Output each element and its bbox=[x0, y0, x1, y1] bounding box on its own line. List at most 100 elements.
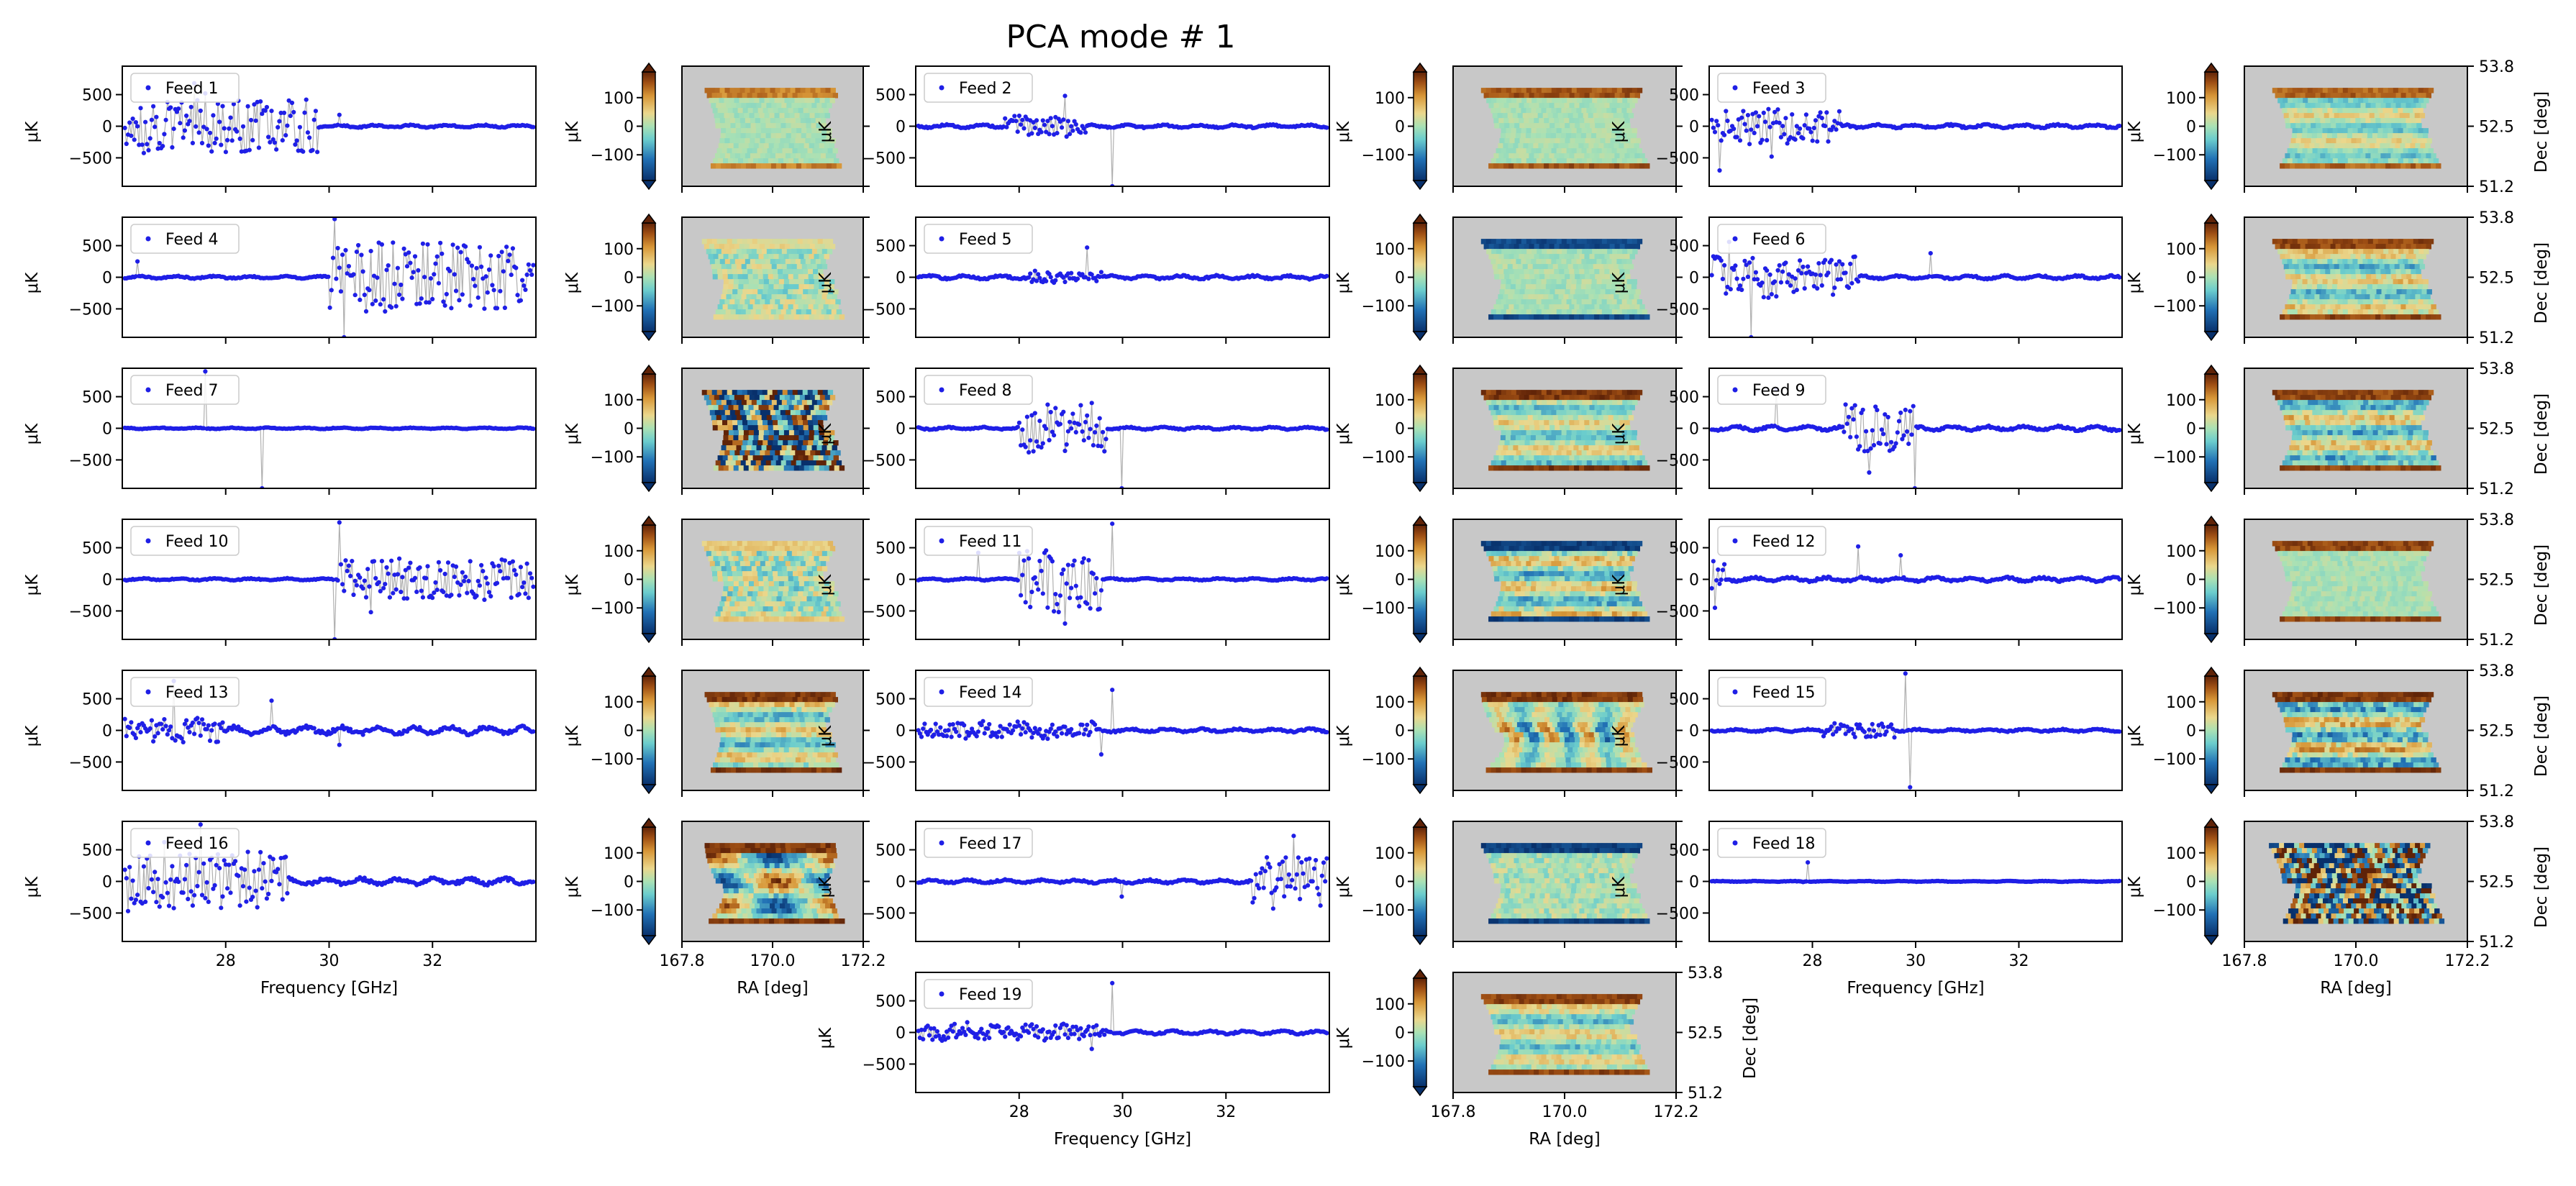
map-pixel bbox=[737, 269, 743, 275]
map-pixel bbox=[1496, 148, 1501, 154]
map-pixel bbox=[1541, 108, 1547, 114]
map-pixel bbox=[793, 314, 800, 320]
map-pixel bbox=[1599, 163, 1605, 169]
map-pixel bbox=[801, 128, 807, 134]
map-pixel bbox=[798, 143, 805, 149]
map-pixel bbox=[1584, 269, 1590, 275]
map-pixel bbox=[2374, 264, 2380, 270]
map-pixel bbox=[1498, 163, 1504, 169]
map-pixel bbox=[1644, 314, 1650, 320]
map-pixel bbox=[2380, 304, 2386, 310]
map-pixel bbox=[2387, 133, 2393, 139]
map-pixel bbox=[718, 405, 724, 411]
map-pixel bbox=[2385, 93, 2391, 99]
map-pixel bbox=[2304, 294, 2310, 300]
map-pixel bbox=[1503, 153, 1509, 159]
map-pixel bbox=[794, 98, 800, 104]
map-pixel bbox=[727, 420, 733, 426]
map-pixel bbox=[2367, 128, 2373, 134]
map-pixel bbox=[709, 244, 715, 250]
map-pixel bbox=[2317, 299, 2323, 305]
map-pixel bbox=[724, 395, 730, 401]
map-pixel bbox=[1615, 123, 1621, 129]
map-pixel bbox=[743, 284, 749, 290]
map-pixel bbox=[783, 254, 789, 260]
map-pixel bbox=[2400, 153, 2406, 159]
map-pixel bbox=[1503, 118, 1509, 124]
map-pixel bbox=[1601, 128, 1607, 134]
map-pixel bbox=[1586, 279, 1592, 285]
map-pixel bbox=[2272, 88, 2278, 93]
data-point bbox=[311, 117, 317, 122]
map-pixel bbox=[1508, 163, 1514, 169]
map-pixel bbox=[785, 153, 791, 159]
data-point bbox=[151, 104, 156, 109]
data-point bbox=[1799, 270, 1804, 275]
map-pixel bbox=[1560, 284, 1567, 290]
legend-label: Feed 4 bbox=[165, 231, 218, 249]
map-pixel bbox=[830, 138, 836, 144]
map-pixel bbox=[804, 113, 810, 119]
map-pixel bbox=[759, 395, 765, 401]
map-pixel bbox=[2398, 108, 2403, 114]
map-pixel bbox=[1535, 284, 1542, 290]
map-pixel bbox=[825, 88, 831, 93]
map-pixel bbox=[1502, 264, 1508, 270]
map-pixel bbox=[2311, 284, 2318, 290]
map-pixel bbox=[2331, 289, 2336, 295]
map-pixel bbox=[758, 430, 765, 436]
map-pixel bbox=[2319, 294, 2325, 300]
map-pixel bbox=[1501, 239, 1507, 245]
map-pixel bbox=[752, 239, 758, 245]
map-pixel bbox=[2332, 259, 2338, 265]
map-pixel bbox=[1508, 269, 1514, 275]
map-pixel bbox=[798, 405, 804, 411]
data-point bbox=[1818, 110, 1823, 115]
map-pixel bbox=[1580, 138, 1585, 144]
map-pixel bbox=[2288, 264, 2295, 270]
data-point bbox=[1810, 138, 1815, 143]
map-pixel bbox=[1549, 254, 1555, 260]
map-pixel bbox=[782, 390, 788, 396]
data-point bbox=[381, 297, 386, 302]
map-pixel bbox=[816, 309, 822, 315]
map-pixel bbox=[790, 299, 796, 305]
map-pixel bbox=[2295, 314, 2300, 320]
map-pixel bbox=[1619, 103, 1625, 109]
map-pixel bbox=[1500, 284, 1506, 290]
map-pixel bbox=[777, 148, 783, 154]
map-pixel bbox=[1551, 158, 1557, 164]
map-pixel bbox=[799, 113, 805, 119]
map-pixel bbox=[709, 98, 714, 104]
map-pixel bbox=[2390, 294, 2395, 300]
map-pixel bbox=[2380, 269, 2386, 275]
map-pixel bbox=[755, 410, 761, 416]
map-pixel bbox=[2295, 163, 2300, 169]
map-pixel bbox=[787, 390, 793, 396]
map-pixel bbox=[729, 153, 736, 159]
map-pixel bbox=[1596, 148, 1602, 154]
data-point bbox=[531, 426, 536, 432]
map-pixel bbox=[1604, 103, 1610, 109]
map-pixel bbox=[2395, 143, 2400, 149]
data-point bbox=[392, 281, 397, 286]
map-pixel bbox=[785, 88, 791, 93]
data-point bbox=[1050, 124, 1055, 129]
map-pixel bbox=[2375, 118, 2381, 124]
map-pixel bbox=[1590, 284, 1597, 290]
map-pixel bbox=[1598, 264, 1604, 270]
map-pixel bbox=[770, 133, 776, 139]
map-pixel bbox=[810, 299, 816, 305]
map-pixel bbox=[743, 405, 749, 411]
map-pixel bbox=[2315, 304, 2321, 310]
map-pixel bbox=[792, 93, 798, 99]
map-pixel bbox=[729, 244, 735, 250]
map-pixel bbox=[2332, 299, 2338, 305]
map-pixel bbox=[1581, 88, 1588, 93]
map-pixel bbox=[1596, 299, 1602, 305]
map-pixel bbox=[2400, 314, 2406, 320]
data-point bbox=[1760, 137, 1765, 142]
map-pixel bbox=[1616, 299, 1622, 305]
data-point bbox=[212, 140, 217, 145]
data-point bbox=[1747, 260, 1752, 265]
